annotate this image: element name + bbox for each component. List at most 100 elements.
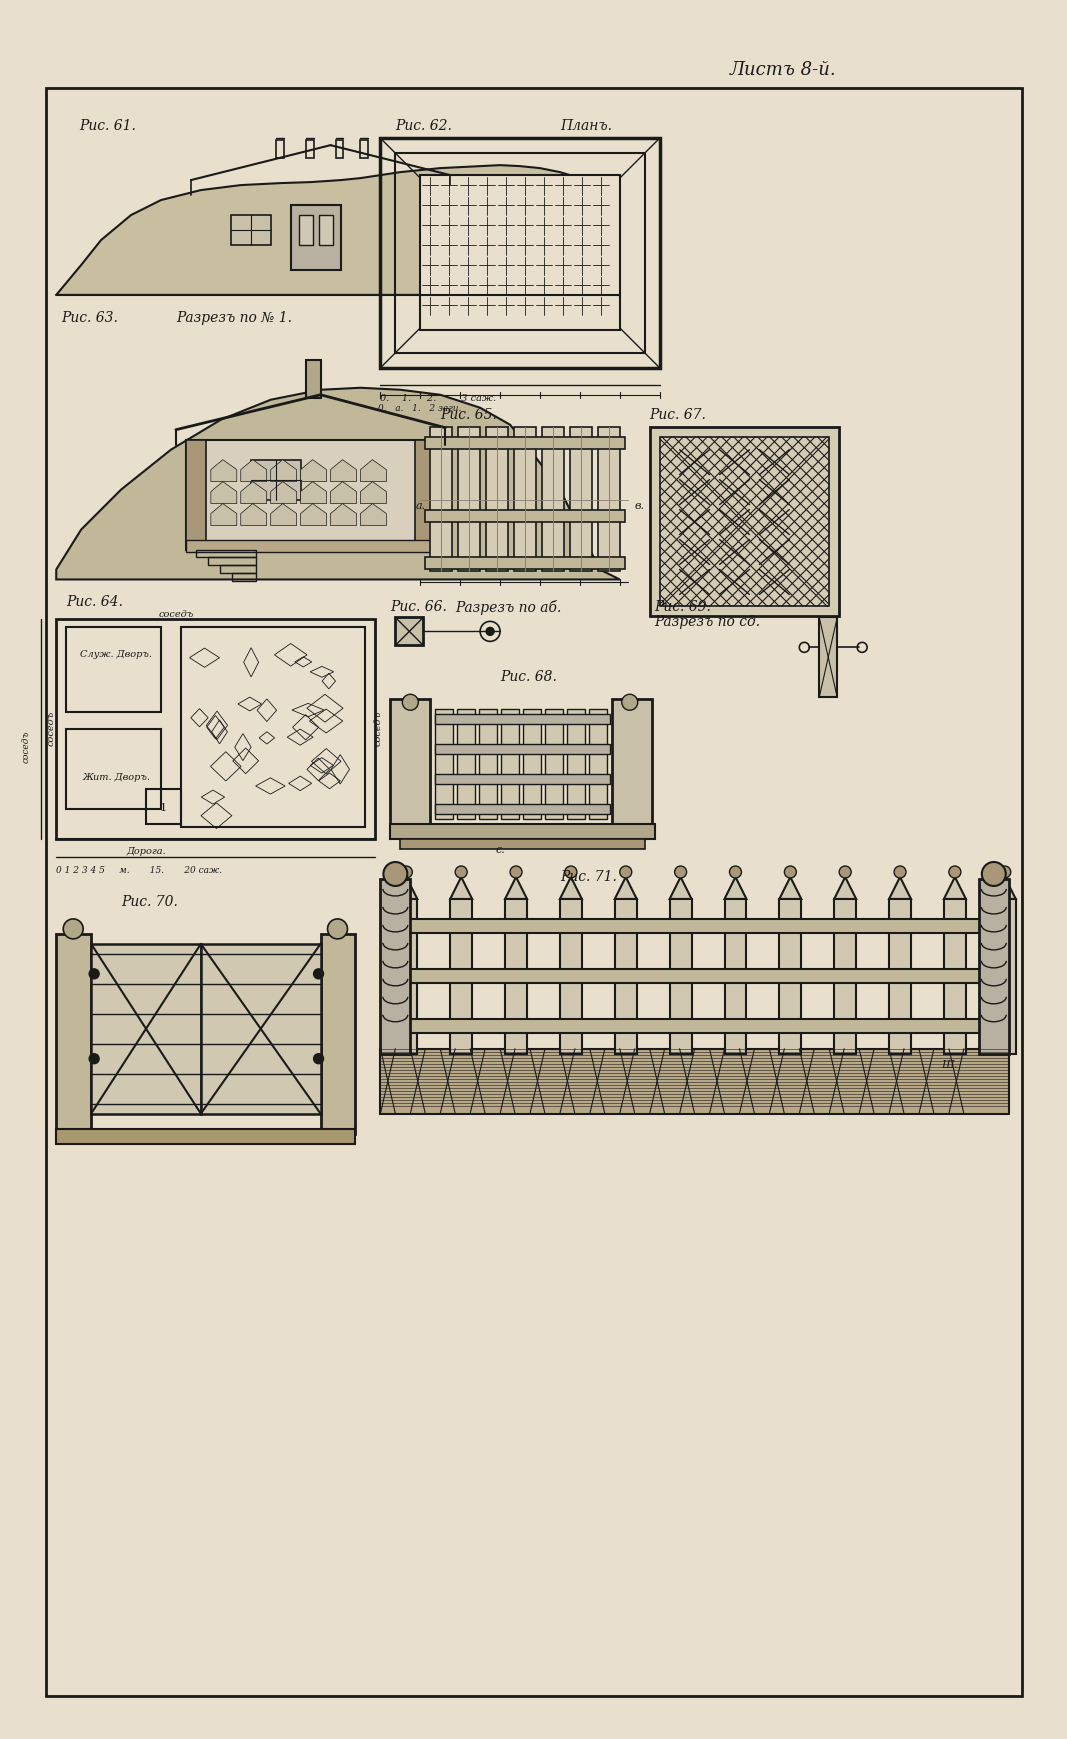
Text: Жит. Дворъ.: Жит. Дворъ. (82, 772, 150, 783)
Bar (819, 617, 838, 697)
Bar (381, 880, 411, 1054)
Polygon shape (331, 482, 356, 504)
Polygon shape (211, 482, 237, 504)
Polygon shape (301, 504, 327, 527)
Text: 0.   a.   1.   2 заги.: 0. a. 1. 2 заги. (379, 403, 462, 412)
Text: Рис. 64.: Рис. 64. (66, 595, 123, 609)
Circle shape (982, 863, 1006, 887)
Polygon shape (271, 504, 297, 527)
Bar (381, 1049, 1008, 1115)
Circle shape (328, 920, 348, 939)
Bar (779, 899, 801, 1054)
Bar (57, 934, 91, 1134)
Bar (319, 216, 333, 245)
Circle shape (730, 866, 742, 878)
Circle shape (402, 696, 418, 711)
Circle shape (90, 969, 99, 979)
Circle shape (784, 866, 796, 878)
Bar (589, 710, 607, 819)
Polygon shape (724, 878, 747, 899)
Circle shape (894, 866, 906, 878)
Bar (560, 899, 582, 1054)
Circle shape (840, 866, 851, 878)
Circle shape (622, 696, 638, 711)
Text: Ш.: Ш. (941, 1059, 957, 1069)
Bar (361, 141, 368, 158)
Polygon shape (331, 461, 356, 482)
Polygon shape (57, 388, 620, 581)
Polygon shape (361, 482, 386, 504)
Bar (396, 155, 644, 353)
Bar (458, 428, 480, 572)
Circle shape (487, 628, 494, 636)
Text: Рис. 63.: Рис. 63. (61, 311, 118, 325)
Bar (335, 141, 344, 158)
Bar (724, 899, 747, 1054)
Bar (545, 710, 563, 819)
Polygon shape (57, 165, 610, 296)
Text: Рис. 65.: Рис. 65. (441, 407, 497, 421)
Circle shape (949, 866, 961, 878)
Polygon shape (331, 504, 356, 527)
Bar (385, 1019, 1008, 1033)
Circle shape (63, 920, 83, 939)
Text: Рис. 68.: Рис. 68. (500, 670, 557, 683)
Bar (415, 440, 435, 550)
Bar (993, 899, 1016, 1054)
Polygon shape (944, 878, 966, 899)
Bar (385, 969, 1008, 983)
Bar (889, 899, 911, 1054)
Bar (834, 899, 856, 1054)
Circle shape (564, 866, 577, 878)
Polygon shape (271, 482, 297, 504)
Bar (435, 744, 610, 755)
Circle shape (383, 863, 408, 887)
Bar (396, 899, 417, 1054)
Bar (66, 628, 161, 713)
Bar (615, 899, 637, 1054)
Bar (670, 899, 691, 1054)
Bar (232, 574, 256, 583)
Bar (505, 899, 527, 1054)
Bar (426, 438, 625, 449)
Bar (435, 710, 453, 819)
Polygon shape (211, 504, 237, 527)
Text: Планъ.: Планъ. (560, 120, 612, 134)
Bar (501, 710, 519, 819)
Polygon shape (993, 878, 1016, 899)
Polygon shape (361, 504, 386, 527)
Polygon shape (241, 461, 267, 482)
Text: Рис. 62.: Рис. 62. (396, 120, 452, 134)
Bar (487, 428, 508, 572)
Bar (320, 934, 355, 1134)
Polygon shape (450, 878, 473, 899)
Polygon shape (301, 482, 327, 504)
Text: Рис. 71.: Рис. 71. (560, 870, 617, 883)
Bar (523, 710, 541, 819)
Bar (201, 944, 320, 1115)
Bar (91, 944, 201, 1115)
Circle shape (90, 1054, 99, 1064)
Bar (430, 428, 452, 572)
Text: Рис. 70.: Рис. 70. (121, 894, 178, 908)
Polygon shape (271, 461, 297, 482)
Bar (420, 176, 620, 330)
Text: Рис. 66.: Рис. 66. (391, 600, 447, 614)
Bar (567, 710, 585, 819)
Text: Листъ 8-й.: Листъ 8-й. (730, 61, 837, 80)
Polygon shape (241, 482, 267, 504)
Bar (598, 428, 620, 572)
Text: в.: в. (635, 501, 644, 510)
Bar (66, 730, 161, 810)
Bar (181, 628, 365, 828)
Text: Разрезъ по сд.: Разрезъ по сд. (655, 616, 761, 630)
Bar (659, 438, 829, 607)
Polygon shape (889, 878, 911, 899)
Bar (457, 710, 475, 819)
Circle shape (620, 866, 632, 878)
Polygon shape (560, 878, 582, 899)
Bar (186, 541, 435, 553)
Bar (146, 790, 181, 824)
Text: Служ. Дворъ.: Служ. Дворъ. (80, 650, 153, 659)
Bar (611, 699, 652, 830)
